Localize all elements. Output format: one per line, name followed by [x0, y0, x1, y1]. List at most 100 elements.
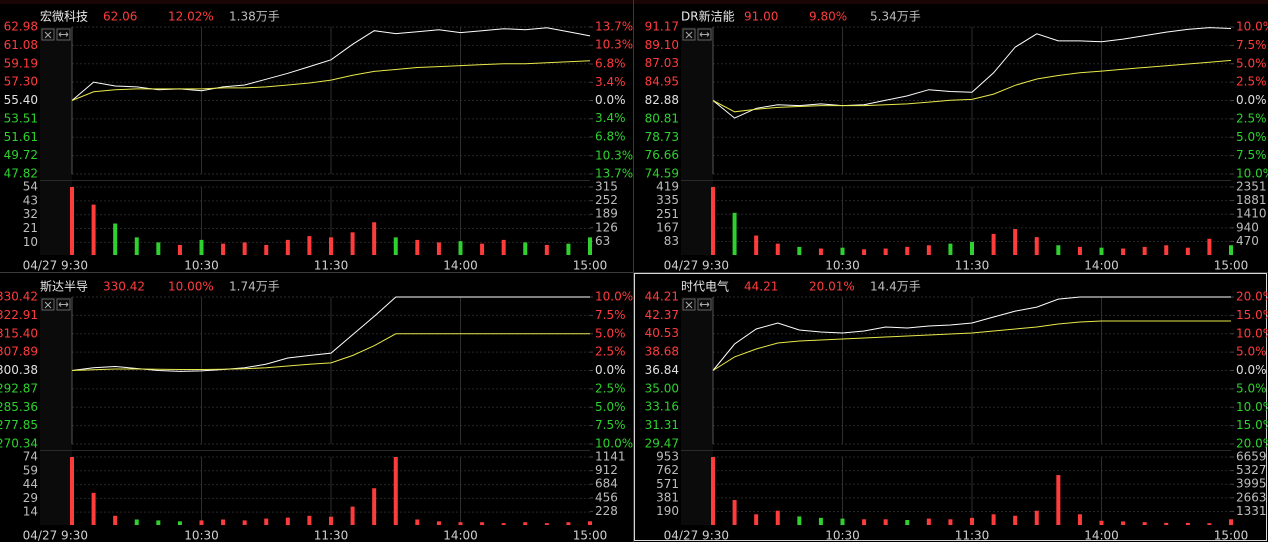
volume-bar [818, 248, 823, 255]
volume-bar [1142, 522, 1147, 525]
volume-tick-label: 10 [23, 235, 38, 249]
volume-y2-tick-label: 3995 [1236, 477, 1267, 491]
volume-bar [948, 519, 953, 525]
volume-bar [177, 521, 182, 525]
y-tick-label: 51.61 [4, 130, 38, 144]
y2-tick-label: 10.0% [595, 290, 633, 304]
volume-tick-label: 335 [656, 193, 679, 207]
y-tick-label: 29.47 [645, 437, 679, 451]
volume-bar [544, 244, 549, 255]
y-tick-label: 80.81 [645, 111, 679, 125]
volume-bar [544, 523, 549, 525]
volume-bar [221, 243, 226, 255]
x-tick-label: 14:00 [1084, 259, 1119, 273]
volume-bar [372, 488, 377, 525]
volume-bar [905, 246, 910, 255]
y-tick-label: 330.42 [0, 290, 38, 304]
y2-tick-label: 6.8% [595, 57, 626, 71]
volume-bar [1164, 522, 1169, 525]
change-percent: 20.01% [809, 280, 855, 294]
volume-tick-label: 32 [23, 207, 38, 221]
volume-y2-tick-label: 1410 [1236, 207, 1267, 221]
change-percent: 9.80% [809, 10, 847, 24]
y2-tick-label: 0.0% [1236, 93, 1267, 107]
y2-tick-label: 5.0% [1236, 381, 1267, 395]
stock-name: 宏微科技 [40, 9, 88, 24]
volume-bar [1142, 246, 1147, 255]
volume-y2-tick-label: 252 [595, 193, 618, 207]
volume-bar [818, 517, 823, 525]
y-tick-label: 76.66 [645, 148, 679, 162]
x-tick-label: 15:00 [1214, 259, 1249, 273]
y-tick-label: 59.19 [4, 56, 38, 70]
x-tick-label: 04/27 9:30 [664, 529, 729, 542]
x-tick-label: 10:30 [184, 529, 219, 542]
x-tick-label: 04/27 9:30 [23, 529, 88, 542]
volume-tick-label: 74 [23, 450, 38, 464]
volume-tick-label: 953 [656, 450, 679, 464]
volume-y2-tick-label: 1331 [1236, 504, 1267, 518]
stock-name: DR新洁能 [681, 9, 735, 24]
volume-y2-tick-label: 6659 [1236, 450, 1267, 464]
average-line [71, 333, 590, 371]
volume-y2-tick-label: 1881 [1236, 193, 1267, 207]
y-tick-label: 82.88 [645, 93, 679, 107]
volume-bar [840, 518, 845, 525]
last-price: 330.42 [103, 280, 145, 294]
y2-tick-label: 5.0% [1236, 56, 1267, 70]
volume-bar [775, 243, 780, 255]
volume-bar [862, 249, 867, 255]
volume-bar [458, 241, 463, 255]
y2-tick-label: 3.4% [595, 75, 626, 89]
volume-y2-tick-label: 2351 [1236, 180, 1267, 194]
volume-tick-label: 59 [23, 463, 38, 477]
volume-tick-label: 190 [656, 504, 679, 518]
volume-bar [221, 519, 226, 525]
volume-tick-label: 54 [23, 180, 38, 194]
expand-icon [56, 298, 71, 311]
volume-bar [285, 239, 290, 255]
volume-bar [134, 519, 139, 525]
volume-y2-tick-label: 63 [595, 234, 610, 248]
volume-y2-tick-label: 940 [1236, 220, 1259, 234]
x-tick-label: 15:00 [1214, 529, 1249, 542]
volume-tick-label: 14 [23, 505, 38, 519]
y2-tick-label: 2.5% [595, 381, 626, 395]
volume-bar [415, 519, 420, 525]
volume-bar [415, 239, 420, 255]
volume-bar [588, 237, 592, 255]
volume-y2-tick-label: 126 [595, 220, 618, 234]
volume-y2-tick-label: 315 [595, 180, 618, 194]
expand-icon-arrow [699, 32, 710, 37]
x-tick-label: 04/27 9:30 [23, 259, 88, 273]
volume-bar [754, 235, 759, 255]
x-tick-label: 15:00 [573, 259, 608, 273]
expand-icon [697, 28, 712, 41]
volume-bar [480, 243, 485, 255]
y2-tick-label: 5.0% [1236, 345, 1267, 359]
stock-panel: 斯达半导 330.42 10.00% 1.74万手330.42322.91315.40… [0, 280, 633, 542]
stock-name: 斯达半导 [40, 280, 88, 294]
y2-tick-label: 7.5% [1236, 38, 1267, 52]
last-price: 91.00 [744, 10, 778, 24]
y-tick-label: 277.85 [0, 418, 38, 432]
volume-bar [566, 522, 571, 525]
volume-bar [991, 514, 996, 525]
x-tick-label: 14:00 [443, 529, 478, 542]
y2-tick-label: 0.0% [595, 363, 626, 377]
turnover: 5.34万手 [870, 10, 921, 24]
volume-bar [1207, 523, 1212, 525]
volume-bar [1185, 522, 1190, 525]
y-tick-label: 47.82 [4, 167, 38, 181]
y-tick-label: 49.72 [4, 148, 38, 162]
y2-tick-label: 10.3% [595, 148, 633, 162]
y-tick-label: 42.37 [645, 308, 679, 322]
expand-icon-arrow [58, 302, 69, 307]
y-tick-label: 87.03 [645, 56, 679, 70]
volume-bar [862, 519, 867, 525]
y-tick-label: 292.87 [0, 381, 38, 395]
y2-tick-label: 0.0% [1236, 363, 1267, 377]
y-tick-label: 78.73 [645, 130, 679, 144]
volume-bar [1229, 245, 1233, 255]
